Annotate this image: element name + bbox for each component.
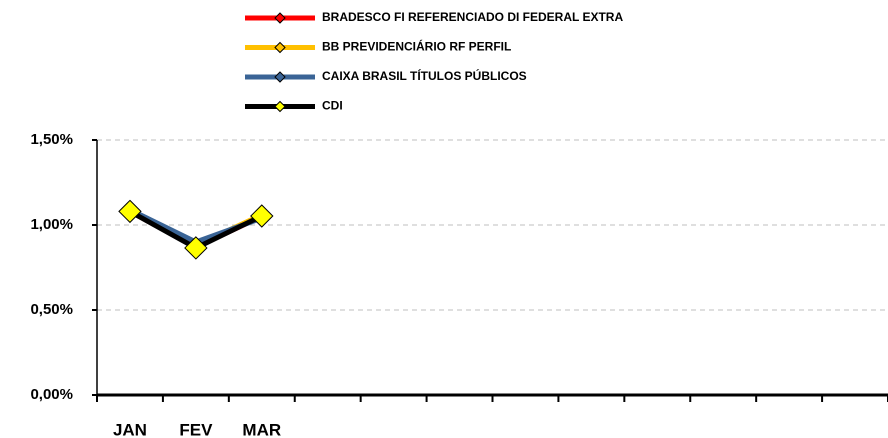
legend-label: BRADESCO FI REFERENCIADO DI FEDERAL EXTR…: [322, 10, 623, 24]
legend-marker: [274, 12, 286, 24]
y-tick-label: 0,00%: [30, 386, 73, 403]
legend-marker: [274, 100, 286, 113]
legend-label: CAIXA BRASIL TÍTULOS PÚBLICOS: [322, 68, 527, 83]
legend-marker: [274, 41, 286, 54]
point-marker: [184, 236, 208, 260]
legend-marker: [274, 71, 286, 83]
legend-label: CDI: [322, 99, 343, 113]
x-tick-label: MAR: [242, 420, 281, 438]
y-tick-label: 0,50%: [30, 301, 73, 318]
point-marker: [250, 204, 274, 228]
x-tick-label: JAN: [113, 420, 147, 438]
legend-label: BB PREVIDENCIÁRIO RF PERFIL: [322, 39, 511, 54]
x-tick-label: FEV: [179, 420, 213, 438]
y-tick-label: 1,50%: [30, 131, 73, 148]
y-tick-label: 1,00%: [30, 216, 73, 233]
point-marker: [118, 199, 142, 224]
